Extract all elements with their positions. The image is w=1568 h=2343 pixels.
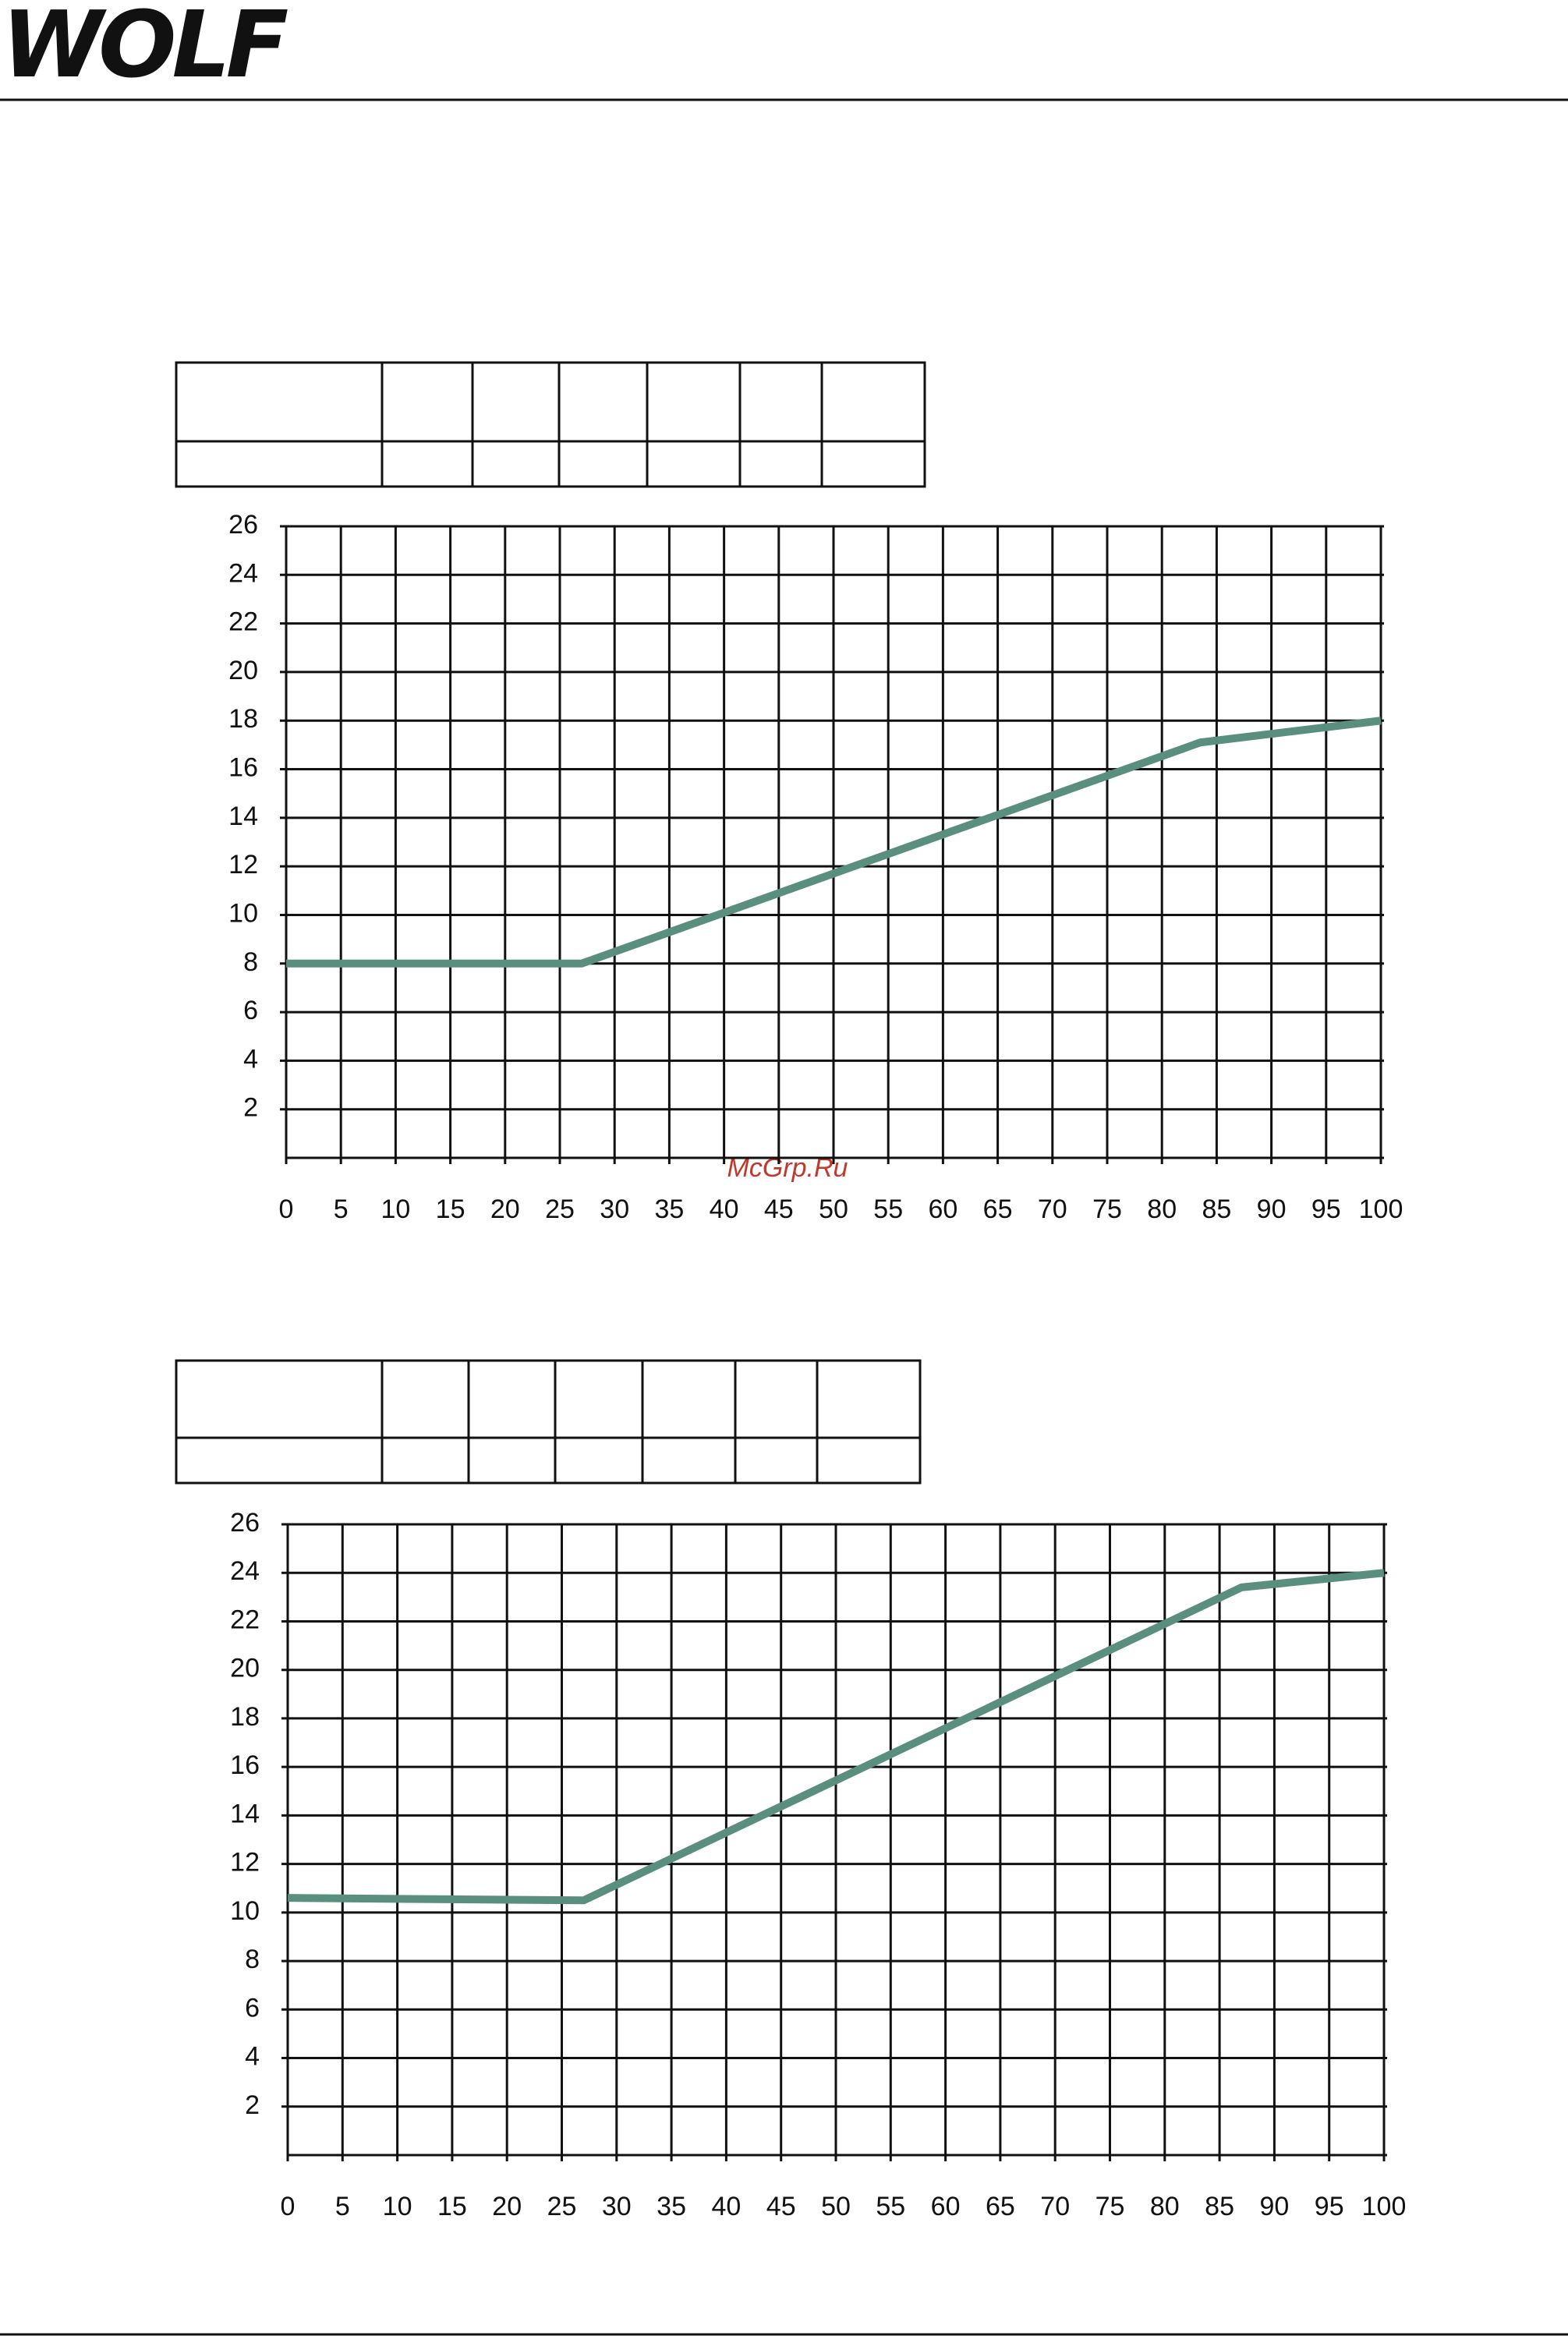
y-tick-label: 26 (230, 1508, 260, 1538)
logo: WOLF (2, 0, 288, 98)
x-tick-label: 60 (931, 2192, 961, 2221)
x-tick-label: 25 (545, 1195, 575, 1224)
x-tick-label: 10 (383, 2192, 412, 2221)
y-tick-label: 6 (245, 1993, 260, 2023)
y-tick-label: 16 (228, 753, 258, 783)
y-tick-label: 8 (245, 1945, 260, 1974)
table (175, 361, 926, 488)
x-tick-label: 45 (764, 1195, 794, 1224)
x-tick-label: 55 (873, 1195, 903, 1224)
x-tick-label: 55 (876, 2192, 905, 2221)
x-tick-label: 40 (711, 2192, 741, 2221)
table (175, 1359, 922, 1485)
x-tick-label: 15 (436, 1195, 465, 1224)
y-tick-label: 22 (230, 1605, 260, 1634)
x-tick-label: 90 (1257, 1195, 1287, 1224)
x-tick-label: 30 (602, 2192, 632, 2221)
x-tick-label: 40 (710, 1195, 739, 1224)
x-tick-label: 90 (1259, 2192, 1289, 2221)
y-tick-label: 26 (228, 510, 258, 540)
y-tick-label: 24 (228, 558, 258, 588)
y-tick-label: 10 (228, 898, 258, 928)
x-tick-label: 0 (279, 1195, 294, 1224)
x-tick-label: 5 (334, 1195, 349, 1224)
x-tick-label: 15 (437, 2192, 467, 2221)
x-tick-label: 25 (547, 2192, 577, 2221)
x-tick-label: 35 (657, 2192, 686, 2221)
x-tick-label: 60 (928, 1195, 957, 1224)
x-tick-label: 50 (819, 1195, 848, 1224)
data-line (286, 717, 1382, 968)
x-tick-label: 75 (1095, 2192, 1125, 2221)
y-tick-label: 20 (230, 1654, 260, 1683)
y-tick-label: 14 (230, 1799, 260, 1828)
y-tick-label: 14 (228, 802, 258, 831)
x-tick-label: 100 (1362, 2192, 1407, 2221)
y-tick-label: 10 (230, 1896, 260, 1926)
y-tick-label: 12 (228, 850, 258, 880)
y-tick-label: 12 (230, 1848, 260, 1878)
y-tick-label: 2 (245, 2090, 260, 2120)
y-tick-label: 20 (228, 656, 258, 685)
y-tick-label: 4 (243, 1044, 258, 1074)
y-tick-label: 18 (230, 1702, 260, 1732)
y-tick-label: 16 (230, 1750, 260, 1780)
x-tick-label: 95 (1315, 2192, 1344, 2221)
x-tick-label: 80 (1147, 1195, 1177, 1224)
y-tick-label: 2 (243, 1093, 258, 1123)
x-tick-label: 45 (766, 2192, 796, 2221)
x-tick-label: 20 (492, 2192, 522, 2221)
y-tick-label: 24 (230, 1556, 260, 1586)
y-tick-label: 18 (228, 704, 258, 734)
x-tick-label: 70 (1040, 2192, 1070, 2221)
x-tick-label: 0 (281, 2192, 296, 2221)
x-tick-label: 80 (1150, 2192, 1180, 2221)
x-tick-label: 95 (1311, 1195, 1341, 1224)
x-tick-label: 85 (1205, 2192, 1234, 2221)
y-tick-label: 4 (245, 2042, 260, 2072)
x-tick-label: 100 (1359, 1195, 1403, 1224)
x-tick-label: 65 (986, 2192, 1015, 2221)
x-tick-label: 65 (983, 1195, 1013, 1224)
x-tick-label: 10 (380, 1195, 410, 1224)
x-tick-label: 85 (1202, 1195, 1231, 1224)
y-tick-label: 6 (243, 996, 258, 1025)
x-tick-label: 75 (1092, 1195, 1122, 1224)
x-tick-label: 50 (821, 2192, 851, 2221)
x-tick-label: 20 (490, 1195, 520, 1224)
y-tick-label: 22 (228, 607, 258, 637)
y-tick-label: 8 (243, 947, 258, 977)
x-tick-label: 30 (600, 1195, 629, 1224)
x-tick-label: 35 (654, 1195, 684, 1224)
data-line (287, 1569, 1385, 1905)
x-tick-label: 70 (1038, 1195, 1067, 1224)
x-tick-label: 5 (335, 2192, 350, 2221)
